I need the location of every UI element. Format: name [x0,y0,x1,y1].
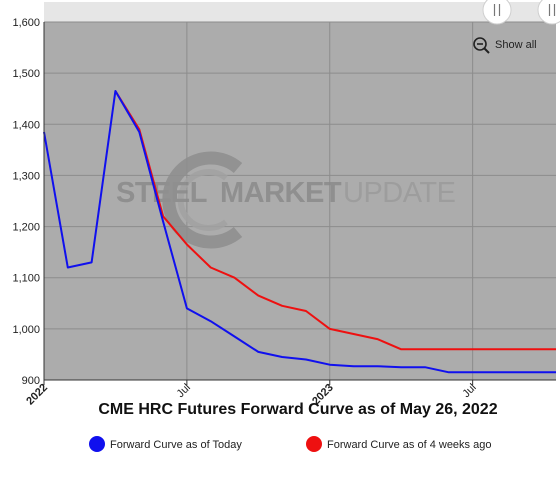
y-tick-label: 1,000 [12,324,40,336]
y-tick-label: 1,400 [12,119,40,131]
navigator-left-handle[interactable] [482,0,512,25]
legend-label-4-weeks-ago: Forward Curve as of 4 weeks ago [327,439,491,451]
watermark-word-steel: STEEL [116,177,207,209]
legend-item-today[interactable]: Forward Curve as of Today [89,436,242,452]
chart-title: CME HRC Futures Forward Curve as of May … [98,401,497,418]
series-layer [43,90,556,374]
show-all-button[interactable]: Show all [473,37,537,54]
watermark-word-market: MARKET [220,177,342,209]
grid-lines [44,21,556,380]
legend-item-4-weeks-ago[interactable]: Forward Curve as of 4 weeks ago [306,436,491,452]
zoom-out-icon [473,37,487,51]
legend-marker-today [89,436,105,452]
watermark-word-update: UPDATE [343,177,456,209]
y-tick-label: 1,200 [12,222,40,234]
y-tick-label: 1,500 [12,68,40,80]
navigator-right-handle[interactable] [537,0,560,25]
y-tick-label: 1,100 [12,273,40,285]
range-navigator-strip[interactable] [44,2,556,22]
legend-label-today: Forward Curve as of Today [110,439,242,451]
steel-market-update-watermark: STEEL MARKET UPDATE [116,151,456,249]
show-all-label: Show all [495,39,537,51]
series-line-4-weeks-ago[interactable] [114,90,556,351]
y-tick-label: 900 [22,375,40,387]
y-tick-label: 1,600 [12,17,40,29]
zoom-out-icon-handle [483,47,490,54]
legend: Forward Curve as of Today Forward Curve … [89,436,491,452]
x-tick-label: Jul [460,382,478,400]
series-line-today[interactable] [43,90,556,374]
plot-area [44,22,556,380]
legend-marker-4-weeks-ago [306,436,322,452]
y-tick-labels: 900 1,000 1,100 1,200 1,300 1,400 1,500 1,600 [12,17,40,387]
x-tick-label: Jul [175,382,193,400]
y-tick-label: 1,300 [12,170,40,182]
